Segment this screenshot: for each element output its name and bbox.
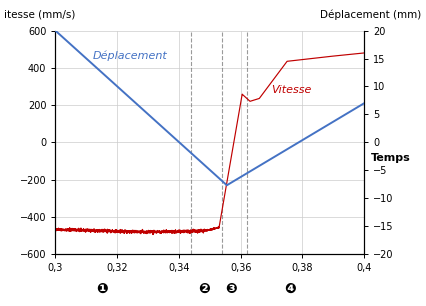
Text: itesse (mm/s): itesse (mm/s) <box>4 9 76 19</box>
Text: Vitesse: Vitesse <box>272 85 312 95</box>
Text: Déplacement (mm): Déplacement (mm) <box>320 9 422 20</box>
Text: Déplacement: Déplacement <box>92 50 167 61</box>
Text: ❷: ❷ <box>198 282 210 296</box>
Text: ❸: ❸ <box>225 282 237 296</box>
Text: ❶: ❶ <box>96 282 108 296</box>
Text: ❹: ❹ <box>284 282 296 296</box>
Text: Temps: Temps <box>371 153 410 163</box>
